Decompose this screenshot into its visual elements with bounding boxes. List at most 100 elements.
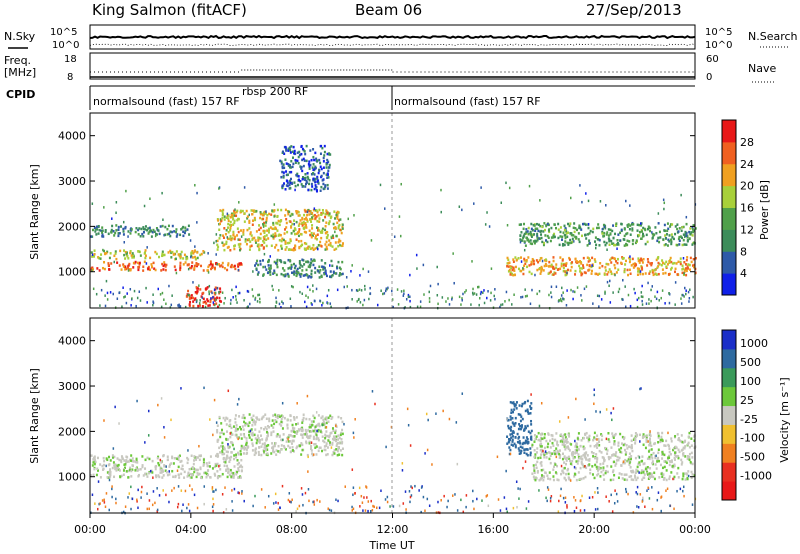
heatmap-cell xyxy=(215,253,217,256)
heatmap-cell xyxy=(172,475,175,479)
heatmap-cell xyxy=(234,427,237,430)
heatmap-cell xyxy=(512,267,515,271)
heatmap-cell xyxy=(219,264,222,268)
heatmap-cell xyxy=(206,299,209,303)
heatmap-cell xyxy=(265,238,268,241)
velocity-ylabel: Slant Range [km] xyxy=(28,368,41,464)
heatmap-cell xyxy=(292,248,295,252)
heatmap-cell xyxy=(301,158,304,162)
heatmap-cell xyxy=(163,263,166,267)
heatmap-cell xyxy=(260,426,263,430)
heatmap-cell xyxy=(198,454,201,458)
heatmap-cell xyxy=(621,256,624,259)
heatmap-cell xyxy=(369,292,372,295)
heatmap-cell xyxy=(623,437,626,441)
heatmap-cell xyxy=(534,239,537,243)
heatmap-cell xyxy=(323,272,326,276)
heatmap-cell xyxy=(641,232,644,236)
heatmap-cell xyxy=(384,289,387,293)
heatmap-cell xyxy=(566,456,569,460)
heatmap-cell xyxy=(687,263,690,266)
heatmap-cell xyxy=(564,444,567,447)
heatmap-cell xyxy=(476,497,478,501)
heatmap-cell xyxy=(252,270,254,273)
heatmap-cell xyxy=(576,449,579,452)
heatmap-cell xyxy=(690,444,693,447)
heatmap-cell xyxy=(567,467,570,471)
heatmap-cell xyxy=(597,437,600,441)
heatmap-cell xyxy=(136,399,138,403)
heatmap-cell xyxy=(294,188,296,192)
heatmap-cell xyxy=(149,268,152,272)
heatmap-cell xyxy=(146,246,148,249)
heatmap-cell xyxy=(646,258,649,261)
heatmap-cell xyxy=(488,225,491,228)
heatmap-cell xyxy=(427,418,429,422)
heatmap-cell xyxy=(248,421,251,424)
heatmap-cell xyxy=(291,446,294,449)
heatmap-cell xyxy=(295,238,298,241)
heatmap-cell xyxy=(528,264,531,267)
heatmap-cell xyxy=(499,305,501,309)
heatmap-cell xyxy=(95,473,98,477)
heatmap-cell xyxy=(337,434,340,437)
heatmap-cell xyxy=(271,284,273,288)
heatmap-cell xyxy=(161,250,164,254)
heatmap-cell xyxy=(111,485,113,488)
heatmap-cell xyxy=(233,247,236,251)
heatmap-cell xyxy=(243,186,246,189)
heatmap-cell xyxy=(256,417,259,421)
heatmap-cell xyxy=(276,416,279,420)
heatmap-cell xyxy=(585,237,588,240)
heatmap-cell xyxy=(257,450,260,454)
heatmap-cell xyxy=(323,440,326,444)
heatmap-cell xyxy=(200,295,203,298)
heatmap-cell xyxy=(516,505,518,509)
heatmap-cell xyxy=(564,240,567,243)
heatmap-cell xyxy=(92,456,95,460)
heatmap-cell xyxy=(304,173,307,176)
heatmap-cell xyxy=(229,227,232,230)
heatmap-cell xyxy=(639,222,642,225)
heatmap-cell xyxy=(548,471,551,474)
heatmap-cell xyxy=(572,290,574,293)
heatmap-cell xyxy=(526,265,529,269)
heatmap-cell xyxy=(551,265,554,268)
heatmap-cell xyxy=(679,262,682,266)
heatmap-cell xyxy=(598,272,601,276)
heatmap-cell xyxy=(262,239,265,243)
heatmap-cell xyxy=(275,501,277,504)
heatmap-cell xyxy=(300,272,303,276)
heatmap-cell xyxy=(184,229,187,232)
heatmap-cell xyxy=(293,149,296,153)
heatmap-cell xyxy=(623,478,626,481)
heatmap-cell xyxy=(325,212,328,216)
heatmap-cell xyxy=(688,452,691,456)
heatmap-cell xyxy=(562,437,565,441)
heatmap-cell xyxy=(227,445,230,449)
heatmap-cell xyxy=(276,260,279,263)
heatmap-cell xyxy=(648,472,651,475)
heatmap-cell xyxy=(241,416,244,419)
heatmap-cell xyxy=(237,230,240,234)
heatmap-cell xyxy=(293,219,296,222)
heatmap-cell xyxy=(676,472,679,475)
heatmap-cell xyxy=(248,238,251,241)
heatmap-cell xyxy=(277,444,280,448)
heatmap-cell xyxy=(143,260,146,264)
heatmap-cell xyxy=(322,423,325,426)
heatmap-cell xyxy=(290,232,293,235)
heatmap-cell xyxy=(238,291,241,295)
heatmap-cell xyxy=(681,226,684,229)
heatmap-cell xyxy=(283,416,286,420)
heatmap-cell xyxy=(641,459,644,463)
heatmap-cell xyxy=(683,272,685,275)
heatmap-cell xyxy=(289,177,292,181)
heatmap-cell xyxy=(591,256,594,260)
heatmap-cell xyxy=(237,238,240,241)
heatmap-cell xyxy=(524,441,527,444)
heatmap-cell xyxy=(255,437,258,441)
heatmap-cell xyxy=(541,437,544,441)
heatmap-cell xyxy=(682,273,685,277)
heatmap-cell xyxy=(277,450,280,453)
